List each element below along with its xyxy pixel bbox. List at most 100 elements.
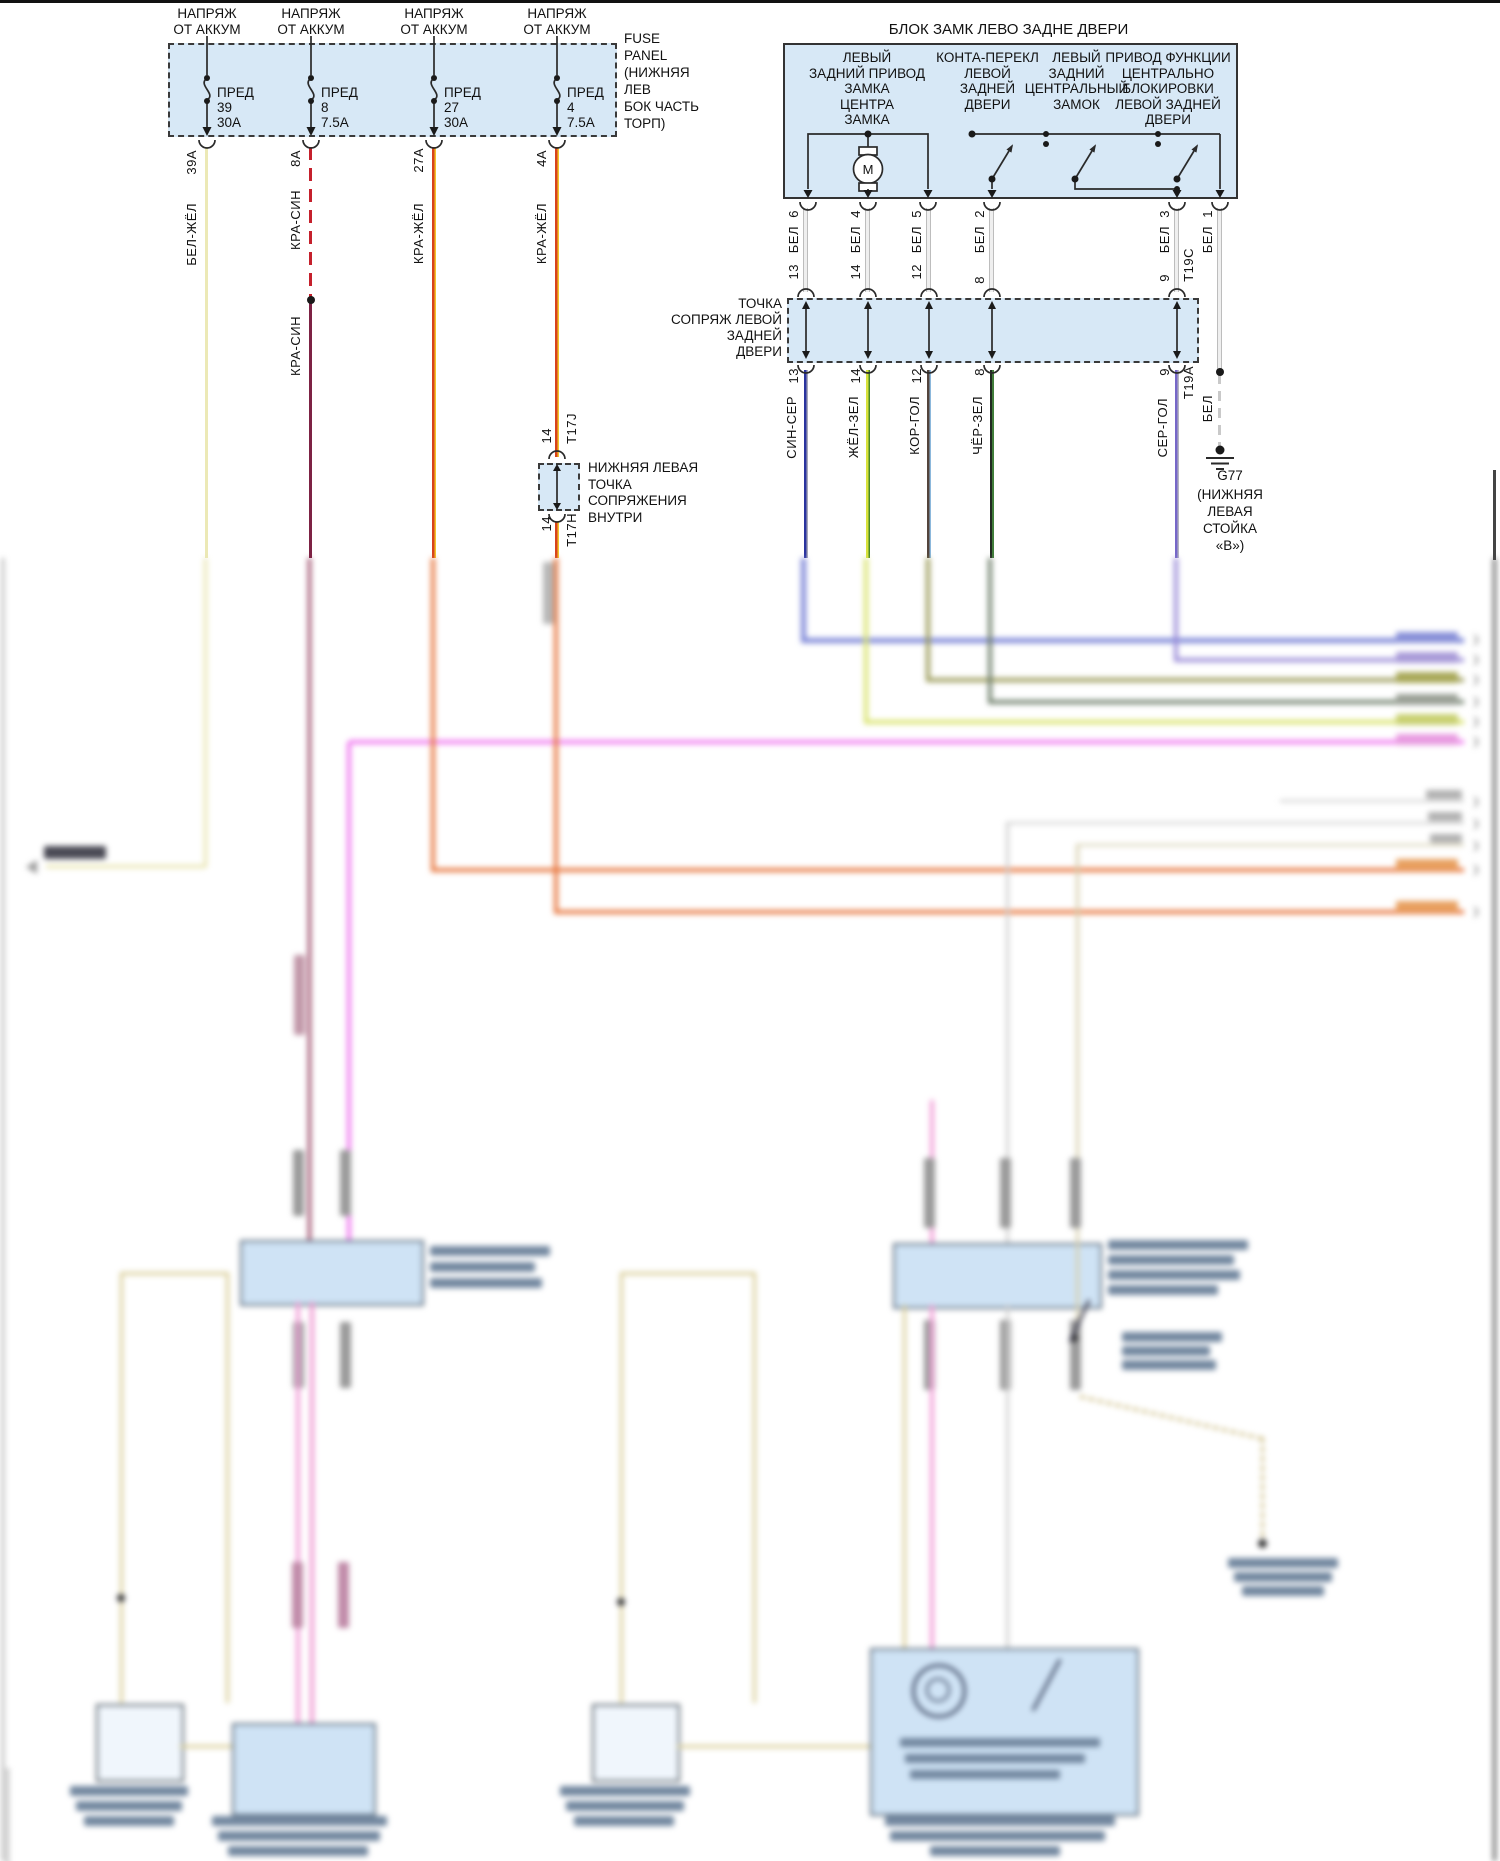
wire-bel-zhel: [205, 147, 208, 558]
blur-wire-magenta-h: [349, 740, 1464, 744]
bel-label-3: БЕЛ: [909, 226, 924, 254]
bel-label-2: БЕЛ: [848, 226, 863, 254]
lock-component-2: КОНТА-ПЕРЕКЛ ЛЕВОЙ ЗАДНЕЙ ДВЕРИ: [936, 50, 1039, 112]
junction-bot-8: 8: [972, 368, 987, 376]
blur-wire-magenta-v: [347, 742, 351, 1240]
bel-label-6: БЕЛ: [1200, 226, 1215, 254]
amp-label-27a: 27А: [411, 148, 426, 173]
wire-kra-zhel-27: [432, 147, 436, 558]
wire-bel-pin4: [865, 208, 870, 292]
fuse-3-label: ПРЕД 27 30А: [444, 85, 481, 130]
wire-bel-pin3: [1174, 208, 1179, 292]
blur-wire-sergol: [1174, 558, 1178, 660]
out-cher-zel: ЧЁР-ЗЕЛ: [970, 396, 985, 455]
top-edge-line: [0, 0, 1500, 3]
blur-bottom-left-box: [232, 1723, 376, 1816]
fuse-panel-box: [168, 43, 617, 137]
wirecolor-kra-zhel-27: КРА-ЖЁЛ: [411, 203, 426, 265]
junction-top-12: 12: [909, 264, 924, 280]
wire-sin-ser: [804, 370, 808, 558]
blur-wire-belzhel: [204, 558, 207, 867]
bel-label-1: БЕЛ: [786, 226, 801, 254]
wire-kra-sin-dashed: [309, 147, 312, 300]
t17h-label: T17H: [564, 513, 579, 547]
blur-wire-sinser: [801, 558, 806, 640]
t17-box: [538, 463, 580, 511]
bel-label-5: БЕЛ: [1157, 226, 1172, 254]
t17-bottom-pin: 14: [539, 516, 554, 532]
blur-wire-cherzel: [988, 558, 992, 702]
bel-label-4: БЕЛ: [972, 226, 987, 254]
wire-ser-gol: [1175, 370, 1179, 558]
junction-top-9: 9: [1157, 274, 1172, 282]
supply-label-4: НАПРЯЖ ОТ АККУМ: [523, 6, 591, 37]
wire-kra-zhel-4b: [555, 522, 559, 558]
wirecolor-kra-sin-1: КРА-СИН: [288, 190, 303, 250]
t17-description: НИЖНЯЯ ЛЕВАЯ ТОЧКА СОПРЯЖЕНИЯ ВНУТРИ: [588, 460, 699, 525]
junction-bot-14: 14: [848, 368, 863, 384]
supply-label-2: НАПРЯЖ ОТ АККУМ: [277, 6, 345, 37]
lock-component-3: ЛЕВЫЙ ЗАДНИЙ ЦЕНТРАЛЬНЫЙ ЗАМОК: [1024, 50, 1129, 112]
lock-block-title: БЛОК ЗАМК ЛЕВО ЗАДНЕ ДВЕРИ: [888, 21, 1129, 38]
junction-box: [787, 298, 1199, 363]
ground-id: G77: [1217, 468, 1243, 483]
fuse-1-label: ПРЕД 39 30А: [217, 85, 254, 130]
t17-top-pin: 14: [539, 428, 554, 444]
wire-bel-pin6: [803, 208, 808, 292]
amp-label-39a: 39А: [184, 150, 199, 175]
wire-kor-gol: [927, 370, 931, 558]
wire-cher-zel: [990, 370, 994, 558]
blur-wire-zhelzel: [864, 558, 868, 722]
blur-center-small-box: [592, 1704, 680, 1782]
wirecolor-bel-zhel: БЕЛ-ЖЁЛ: [184, 203, 199, 266]
lock-component-4: ПРИВОД ФУНКЦИИ ЦЕНТРАЛЬНО БЛОКИРОВКИ ЛЕВ…: [1105, 50, 1231, 127]
wire-kra-sin-solid: [309, 300, 312, 558]
fuse-panel-label: FUSE PANEL (НИЖНЯЯ ЛЕВ БОК ЧАСТЬ ТОРП): [624, 31, 699, 131]
blur-wire-orange1-v: [431, 558, 435, 870]
wire-bel-pin5: [926, 208, 931, 292]
blur-right-connector: [893, 1243, 1102, 1309]
blur-bottom-right-box: [870, 1648, 1139, 1816]
wire-bel-pin2: [989, 208, 994, 292]
wire-zhel-zel: [866, 370, 870, 558]
junction-bot-12: 12: [909, 368, 924, 384]
right-edge-line: [1493, 470, 1496, 560]
blur-left-connector: [240, 1240, 424, 1306]
lock-pin-6: 6: [786, 210, 801, 218]
out-kor-gol: КОР-ГОЛ: [907, 396, 922, 455]
junction-bot-13: 13: [786, 368, 801, 384]
blurred-region: [0, 558, 1500, 1861]
fuse-4-label: ПРЕД 4 7.5А: [567, 85, 604, 130]
blur-wire-krasin: [308, 558, 311, 1240]
junction-top-14: 14: [848, 264, 863, 280]
blur-wire-orange2-v: [554, 558, 558, 912]
blur-left-small-box: [96, 1704, 184, 1782]
wire-bel-pin1: [1217, 208, 1222, 372]
out-ser-gol: СЕР-ГОЛ: [1155, 398, 1170, 458]
junction-bot-9: 9: [1157, 368, 1172, 376]
lock-pin-2: 2: [972, 210, 987, 218]
t17j-label: T17J: [564, 413, 579, 444]
bel-ground-label: БЕЛ: [1200, 395, 1215, 423]
out-sin-ser: СИН-СЕР: [784, 396, 799, 459]
t19c-label: T19C: [1181, 248, 1196, 282]
blur-wire-korgol: [926, 558, 930, 680]
blur-wire-orange2-h: [554, 910, 1464, 914]
fuse-2-label: ПРЕД 8 7.5А: [321, 85, 358, 130]
blur-wire-orange1-h: [431, 868, 1464, 872]
amp-label-4a: 4А: [534, 150, 549, 167]
supply-label-3: НАПРЯЖ ОТ АККУМ: [400, 6, 468, 37]
out-zhel-zel: ЖЁЛ-ЗЕЛ: [846, 396, 861, 459]
lock-pin-1: 1: [1200, 210, 1215, 218]
wire-bel-ground-dashed: [1217, 374, 1221, 446]
junction-top-13: 13: [786, 264, 801, 280]
amp-label-8a: 8А: [288, 150, 303, 167]
junction-top-8: 8: [972, 276, 987, 284]
ground-label: (НИЖНЯЯ ЛЕВАЯ СТОЙКА «В»): [1197, 487, 1263, 553]
wirecolor-kra-sin-2: КРА-СИН: [288, 316, 303, 376]
supply-label-1: НАПРЯЖ ОТ АККУМ: [173, 6, 241, 37]
lock-pin-4: 4: [848, 210, 863, 218]
lock-component-1: ЛЕВЫЙ ЗАДНИЙ ПРИВОД ЗАМКА ЦЕНТРА ЗАМКА: [809, 50, 925, 127]
lock-pin-3: 3: [1157, 210, 1172, 218]
